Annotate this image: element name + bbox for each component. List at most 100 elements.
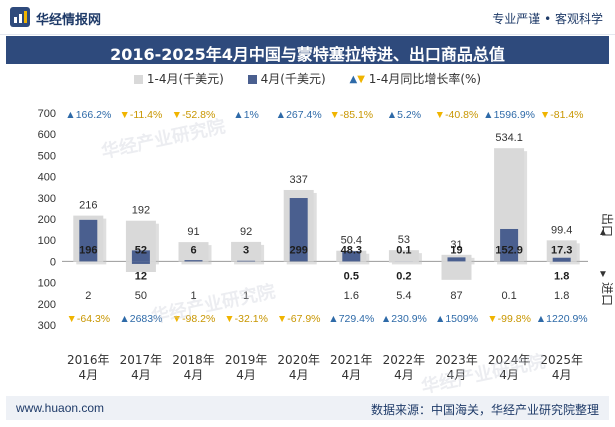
x-category-label: 4月 [394, 368, 414, 382]
export-growth-label: ▼-40.8% [435, 109, 479, 121]
x-category-label: 4月 [78, 368, 98, 382]
export-month-label: 299 [290, 244, 308, 256]
export-month-bar [237, 260, 256, 262]
x-category-label: 2016年 [67, 353, 110, 367]
x-category-label: 2021年 [330, 353, 373, 367]
x-category-label: 2020年 [277, 353, 320, 367]
legend-label-month: 4月(千美元) [260, 72, 326, 86]
export-growth-label: ▲1596.9% [483, 109, 535, 121]
legend-item-growth: ▲▼ 1-4月同比增长率(%) [350, 70, 482, 87]
import-growth-label: ▼-67.9% [277, 313, 321, 325]
export-cumulative-label: 216 [79, 200, 97, 212]
legend-label-cumulative: 1-4月(千美元) [146, 72, 224, 86]
export-month-label: 0.1 [396, 244, 411, 256]
export-month-label: 48.3 [341, 244, 362, 256]
x-category-label: 4月 [289, 368, 309, 382]
chart-plot: 70060050040030020010001002003002161962▲1… [38, 108, 614, 382]
legend-swatch-cumulative [133, 75, 143, 84]
chart-legend: 1-4月(千美元) 4月(千美元) ▲▼ 1-4月同比增长率(%) [0, 70, 615, 90]
side-arrow-up-icon: ▲ [598, 227, 608, 238]
x-category-label: 2024年 [488, 353, 531, 367]
x-category-label: 4月 [131, 368, 151, 382]
brand-logo-icon [10, 7, 30, 27]
import-growth-value: -98.2% [182, 313, 215, 325]
import-growth-value: 1220.9% [546, 313, 587, 325]
export-cumulative-label: 50.4 [341, 235, 362, 247]
import-cumulative-label: 87 [450, 290, 462, 302]
export-cumulative-label: 31 [450, 239, 462, 251]
title-bar: 2016-2025年4月中国与蒙特塞拉特进、出口商品总值 [6, 36, 609, 64]
export-growth-label: ▲166.2% [65, 109, 111, 121]
export-growth-value: -11.4% [130, 109, 163, 121]
export-growth-value: 166.2% [76, 109, 112, 121]
y-tick-label: 100 [38, 278, 56, 290]
export-cumulative-label: 99.4 [551, 224, 572, 236]
export-month-label: 6 [190, 244, 196, 256]
x-category-label: 2025年 [540, 353, 583, 367]
export-month-label: 196 [79, 244, 97, 256]
import-growth-value: -32.1% [235, 313, 268, 325]
export-month-bar [79, 219, 98, 262]
x-category-label: 4月 [236, 368, 256, 382]
export-month-label: 19 [450, 244, 462, 256]
side-label-import: 进口 [600, 282, 614, 306]
x-category-label: 4月 [184, 368, 204, 382]
x-category-label: 4月 [341, 368, 361, 382]
x-category-label: 4月 [499, 368, 519, 382]
footer-site: www.huaon.com [16, 401, 105, 415]
import-cumulative-label: 2 [85, 290, 91, 302]
import-month-label: 1.8 [554, 270, 569, 282]
export-growth-value: -40.8% [445, 109, 478, 121]
export-cumulative-label: 337 [290, 174, 308, 186]
export-growth-label: ▲267.4% [276, 109, 322, 121]
export-month-label: 52 [135, 244, 147, 256]
export-cumulative-bar [178, 242, 209, 262]
export-month-label: 17.3 [551, 244, 572, 256]
y-tick-label: 0 [50, 256, 56, 268]
side-label-export: 出口 [600, 213, 614, 237]
footer-source: 数据来源：中国海关，华经产业研究院整理 [370, 403, 599, 417]
import-month-bar [131, 261, 150, 264]
import-growth-value: 2683% [130, 313, 163, 325]
y-tick-label: 400 [38, 172, 56, 184]
y-tick-label: 600 [38, 129, 56, 141]
x-category-label: 4月 [552, 368, 572, 382]
export-growth-value: 267.4% [286, 109, 322, 121]
import-growth-value: 729.4% [339, 313, 375, 325]
export-growth-value: -81.4% [550, 109, 583, 121]
export-cumulative-label: 534.1 [495, 132, 523, 144]
export-cumulative-bar [231, 241, 262, 262]
export-cumulative-bar [546, 240, 577, 262]
header-bar: 华经情报网 专业严谨 • 客观科学 [0, 0, 615, 35]
y-tick-label: 200 [38, 214, 56, 226]
export-month-bar [342, 251, 361, 262]
import-growth-value: -64.3% [77, 313, 110, 325]
export-month-bar [500, 228, 519, 262]
import-cumulative-bar [388, 261, 419, 263]
side-arrow-down-icon: ▼ [598, 269, 608, 280]
export-growth-value: 1596.9% [494, 109, 535, 121]
import-growth-label: ▲729.4% [328, 313, 374, 325]
import-month-label: 0.2 [396, 270, 411, 282]
export-growth-value: -85.1% [340, 109, 373, 121]
export-growth-label: ▼-81.4% [540, 109, 584, 121]
export-growth-label: ▲5.2% [387, 109, 421, 121]
import-growth-label: ▼-98.2% [172, 313, 216, 325]
import-growth-label: ▼-32.1% [224, 313, 268, 325]
export-month-bar [131, 250, 150, 262]
y-tick-label: 300 [38, 193, 56, 205]
import-month-label: 0.5 [344, 270, 359, 282]
export-cumulative-label: 92 [240, 226, 252, 238]
import-growth-value: 1509% [445, 313, 478, 325]
y-tick-label: 500 [38, 150, 56, 162]
y-tick-label: 300 [38, 320, 56, 332]
import-cumulative-label: 1 [243, 290, 249, 302]
up-triangle-icon: ▲ [349, 74, 358, 85]
import-growth-label: ▼-64.3% [66, 313, 110, 325]
import-growth-label: ▲2683% [119, 313, 162, 325]
export-growth-label: ▲1% [233, 109, 259, 121]
y-tick-label: 700 [38, 108, 56, 120]
import-growth-label: ▼-99.8% [487, 313, 531, 325]
export-month-bar [184, 260, 203, 262]
y-tick-label: 100 [38, 235, 56, 247]
